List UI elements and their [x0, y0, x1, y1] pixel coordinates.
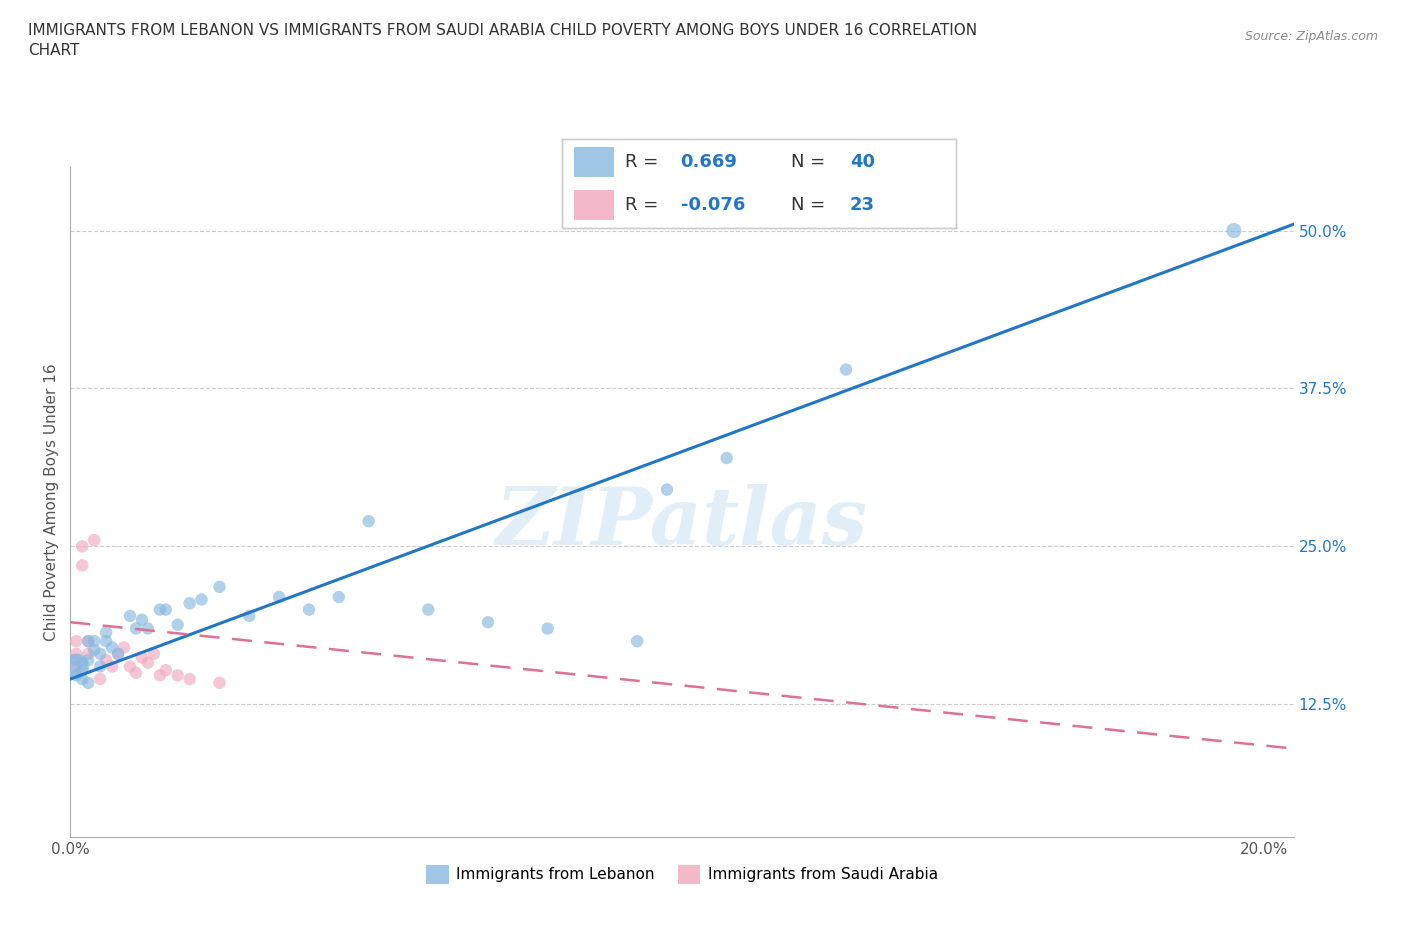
Point [626, 633, 648, 648]
Point [298, 602, 321, 617]
Point [118, 608, 141, 623]
Point [149, 602, 172, 617]
Point [269, 590, 291, 604]
Point [65, 668, 87, 683]
Point [477, 615, 499, 630]
Point [101, 659, 124, 674]
Point [77, 646, 100, 661]
Point [94, 653, 117, 668]
Point [89, 671, 111, 686]
Point [65, 659, 87, 674]
Text: Source: ZipAtlas.com: Source: ZipAtlas.com [1244, 30, 1378, 43]
Point [208, 579, 231, 594]
Point [89, 646, 111, 661]
Point [136, 656, 159, 671]
Y-axis label: Child Poverty Among Boys Under 16: Child Poverty Among Boys Under 16 [44, 364, 59, 641]
Point [65, 659, 87, 674]
Point [89, 659, 111, 674]
Point [118, 659, 141, 674]
Point [125, 665, 148, 680]
Point [179, 671, 201, 686]
Text: -0.076: -0.076 [681, 196, 745, 214]
Point [83, 533, 105, 548]
Point [1223, 223, 1246, 238]
Point [70, 539, 93, 554]
Point [94, 625, 117, 640]
Point [131, 612, 153, 627]
Text: 0.669: 0.669 [681, 153, 737, 171]
Point [149, 668, 172, 683]
Point [77, 633, 100, 648]
Point [655, 482, 678, 497]
Text: 40: 40 [849, 153, 875, 171]
Point [83, 643, 105, 658]
Point [112, 640, 135, 655]
Point [70, 656, 93, 671]
Point [190, 592, 212, 607]
Point [70, 671, 93, 686]
Point [131, 650, 153, 665]
Point [77, 653, 100, 668]
Point [155, 663, 177, 678]
Point [65, 646, 87, 661]
Point [77, 675, 100, 690]
Point [208, 675, 231, 690]
Point [328, 590, 350, 604]
FancyBboxPatch shape [574, 148, 613, 178]
Point [101, 640, 124, 655]
Text: N =: N = [790, 153, 825, 171]
Point [179, 596, 201, 611]
Point [77, 633, 100, 648]
Text: N =: N = [790, 196, 825, 214]
Point [65, 633, 87, 648]
Point [155, 602, 177, 617]
Text: ZIPatlas: ZIPatlas [496, 484, 868, 561]
Point [238, 608, 260, 623]
Point [107, 646, 129, 661]
Point [65, 653, 87, 668]
Point [537, 621, 560, 636]
Point [70, 663, 93, 678]
Point [107, 646, 129, 661]
Point [83, 633, 105, 648]
Text: 23: 23 [849, 196, 875, 214]
Point [166, 668, 188, 683]
Text: IMMIGRANTS FROM LEBANON VS IMMIGRANTS FROM SAUDI ARABIA CHILD POVERTY AMONG BOYS: IMMIGRANTS FROM LEBANON VS IMMIGRANTS FR… [28, 23, 977, 58]
Point [136, 621, 159, 636]
Point [94, 633, 117, 648]
Point [166, 618, 188, 632]
Point [835, 362, 858, 377]
FancyBboxPatch shape [574, 190, 613, 219]
Point [357, 513, 380, 528]
Legend: Immigrants from Lebanon, Immigrants from Saudi Arabia: Immigrants from Lebanon, Immigrants from… [419, 858, 945, 890]
Point [70, 558, 93, 573]
Point [716, 450, 738, 465]
Text: R =: R = [626, 153, 658, 171]
Point [418, 602, 440, 617]
Point [125, 621, 148, 636]
Text: R =: R = [626, 196, 658, 214]
Point [142, 646, 165, 661]
